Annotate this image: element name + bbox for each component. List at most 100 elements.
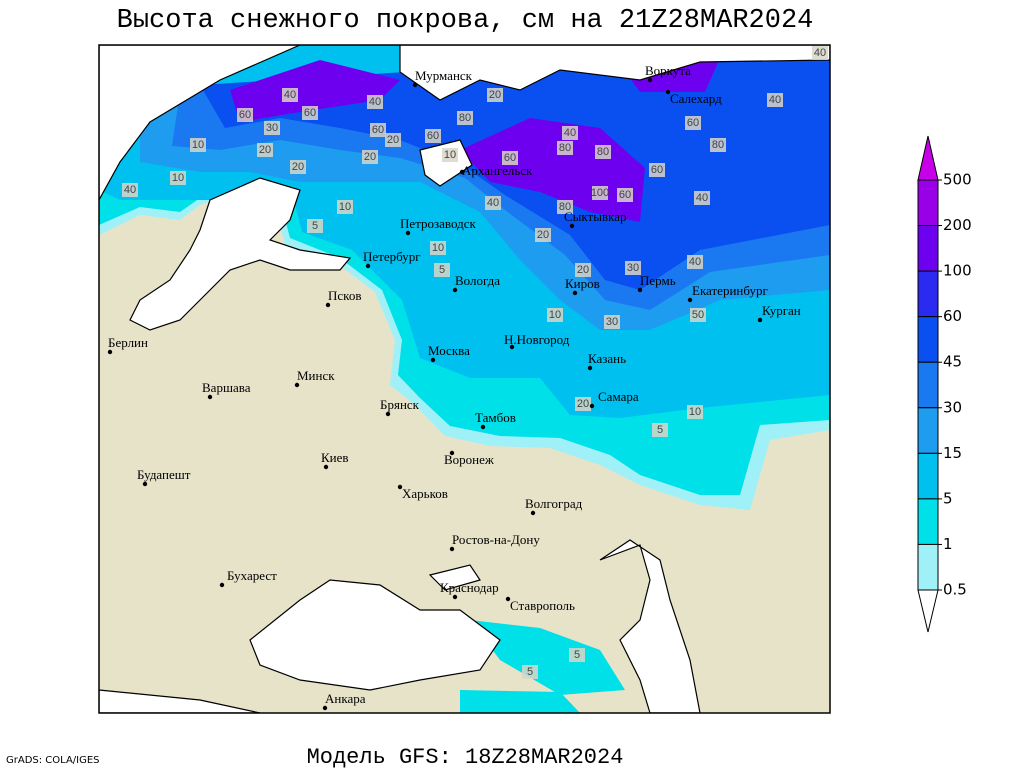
contour-label-bg [487,88,503,102]
contour-label-bg [430,241,446,255]
contour-label: 10 [172,172,184,184]
city-marker [530,510,536,516]
contour-label-bg [652,423,668,437]
contour-label: 30 [266,122,278,134]
city-marker [637,287,643,293]
contour-label-bg [767,93,783,107]
contour-label: 40 [487,197,499,209]
city-label: Воркута [645,63,691,78]
contour-label-bg [812,46,828,60]
colorbar-label: 45 [943,353,962,371]
mediterranean-sea [99,689,261,713]
city-marker [452,287,458,293]
contour-label: 20 [537,229,549,241]
contour-label: 10 [432,242,444,254]
contour-label: 60 [239,109,251,121]
city-label: Екатеринбург [692,283,768,298]
contour-label: 30 [627,262,639,274]
colorbar-label: 500 [943,171,972,189]
contour-label: 100 [591,187,609,199]
contour-label-bg [604,315,620,329]
contour-label: 5 [574,649,580,661]
contour-label-bg [362,150,378,164]
colorbar-top [917,135,939,181]
colorbar-band [917,543,939,591]
colorbar-band [917,407,939,454]
city-marker [480,424,486,430]
city-label: Самара [598,389,639,404]
contour-label: 60 [619,189,631,201]
contour-label-bg [290,160,306,174]
colorbar: 500 200 100 60 45 30 15 5 1 0.5 [917,135,972,633]
contour-label: 20 [364,151,376,163]
colorbar-band [917,179,939,227]
city-marker [665,89,671,95]
city-label: Курган [762,303,801,318]
contour-label: 40 [369,96,381,108]
contour-label-bg [337,200,353,214]
contour-label-bg [569,648,585,662]
white-sea [419,139,473,187]
snow-area [470,620,625,695]
colorbar-label: 60 [943,307,962,325]
colorbar-label: 0.5 [943,581,967,599]
city-label: Варшава [202,380,251,395]
contour-label-bg [575,263,591,277]
contour-label-bg [595,145,611,159]
city-marker [449,546,455,552]
city-label: Ростов-на-Дону [452,532,540,547]
contour-label-bg [617,188,633,202]
city-label: Ставрополь [510,598,575,613]
city-marker [385,411,391,417]
city-marker [405,230,411,236]
contour-label-bg [307,219,323,233]
contour-label: 10 [444,149,456,161]
city-label: Псков [328,288,361,303]
map-frame [98,44,831,714]
colorbar-band [917,225,939,272]
contour-label-bg [190,138,206,152]
city-label: Киев [321,450,349,465]
contour-label: 80 [597,146,609,158]
contour-label-bg [502,151,518,165]
city-label: Сыктывкар [564,209,627,224]
city-marker [505,596,511,602]
contour-label: 60 [687,117,699,129]
city-label: Мурманск [415,68,473,83]
credit: GrADS: COLA/IGES [6,755,100,766]
contour-label-bg [442,148,458,162]
contour-label-bg [535,228,551,242]
contour-label: 20 [489,89,501,101]
black-sea [249,579,501,691]
contour-label: 60 [304,107,316,119]
contour-label-bg [457,111,473,125]
contour-label: 20 [577,264,589,276]
colorbar-label: 5 [943,489,953,507]
city-label: Минск [297,368,335,383]
caspian-sea [599,539,701,713]
model-label: Модель GFS: 18Z28MAR2024 [307,745,624,768]
colorbar-label: 200 [943,216,972,234]
contour-label: 50 [692,309,704,321]
city-label: Харьков [402,486,448,501]
city-label: Волгоград [525,496,583,511]
contour-label-bg [282,88,298,102]
contour-label-bg [649,163,665,177]
colorbar-label: 1 [943,535,953,553]
contour-label-bg [425,129,441,143]
contour-label: 60 [504,152,516,164]
city-label: Петрозаводск [400,216,476,231]
city-marker [322,705,328,711]
colorbar-band [917,361,939,409]
city-label: Киров [565,276,600,291]
city-label: Салехард [670,91,722,106]
colorbar-label: 100 [943,262,972,280]
contour-label-bg [557,200,573,214]
city-marker [219,582,225,588]
city-marker [647,77,653,83]
city-label: Пермь [640,273,676,288]
contour-label-bg [485,196,501,210]
contour-label-bg [557,141,573,155]
city-label: Н.Новгород [504,332,570,347]
